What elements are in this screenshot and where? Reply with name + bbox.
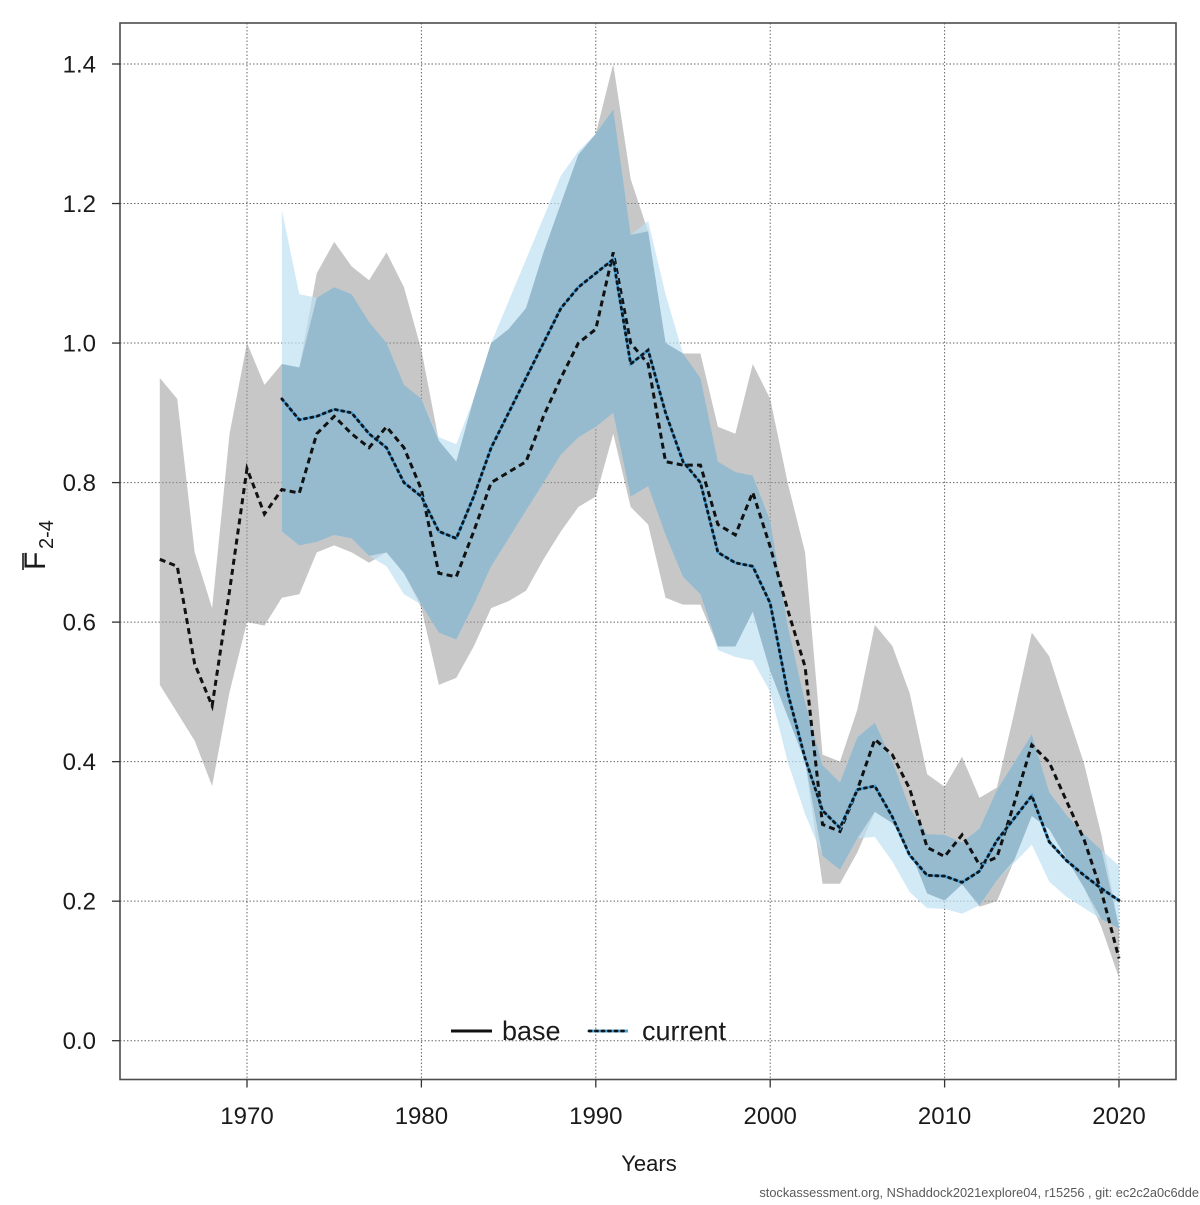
svg-text:1.2: 1.2 bbox=[63, 191, 96, 218]
svg-text:2-4: 2-4 bbox=[36, 520, 58, 549]
svg-text:1.0: 1.0 bbox=[63, 331, 96, 358]
svg-text:stockassessment.org, NShaddock: stockassessment.org, NShaddock2021explor… bbox=[759, 1185, 1199, 1200]
svg-text:2000: 2000 bbox=[744, 1103, 797, 1130]
svg-text:2010: 2010 bbox=[918, 1103, 971, 1130]
svg-text:1980: 1980 bbox=[395, 1103, 448, 1130]
svg-text:base: base bbox=[502, 1016, 561, 1046]
svg-text:0.0: 0.0 bbox=[63, 1028, 96, 1055]
svg-text:1.4: 1.4 bbox=[63, 52, 96, 79]
svg-text:0.8: 0.8 bbox=[63, 470, 96, 497]
svg-text:1970: 1970 bbox=[220, 1103, 273, 1130]
svg-text:Years: Years bbox=[621, 1151, 676, 1176]
svg-text:0.6: 0.6 bbox=[63, 610, 96, 637]
svg-text:current: current bbox=[642, 1016, 727, 1046]
svg-text:2020: 2020 bbox=[1092, 1103, 1145, 1130]
svg-text:F: F bbox=[19, 552, 52, 570]
svg-text:0.2: 0.2 bbox=[63, 889, 96, 916]
svg-text:0.4: 0.4 bbox=[63, 749, 96, 776]
svg-text:1990: 1990 bbox=[569, 1103, 622, 1130]
